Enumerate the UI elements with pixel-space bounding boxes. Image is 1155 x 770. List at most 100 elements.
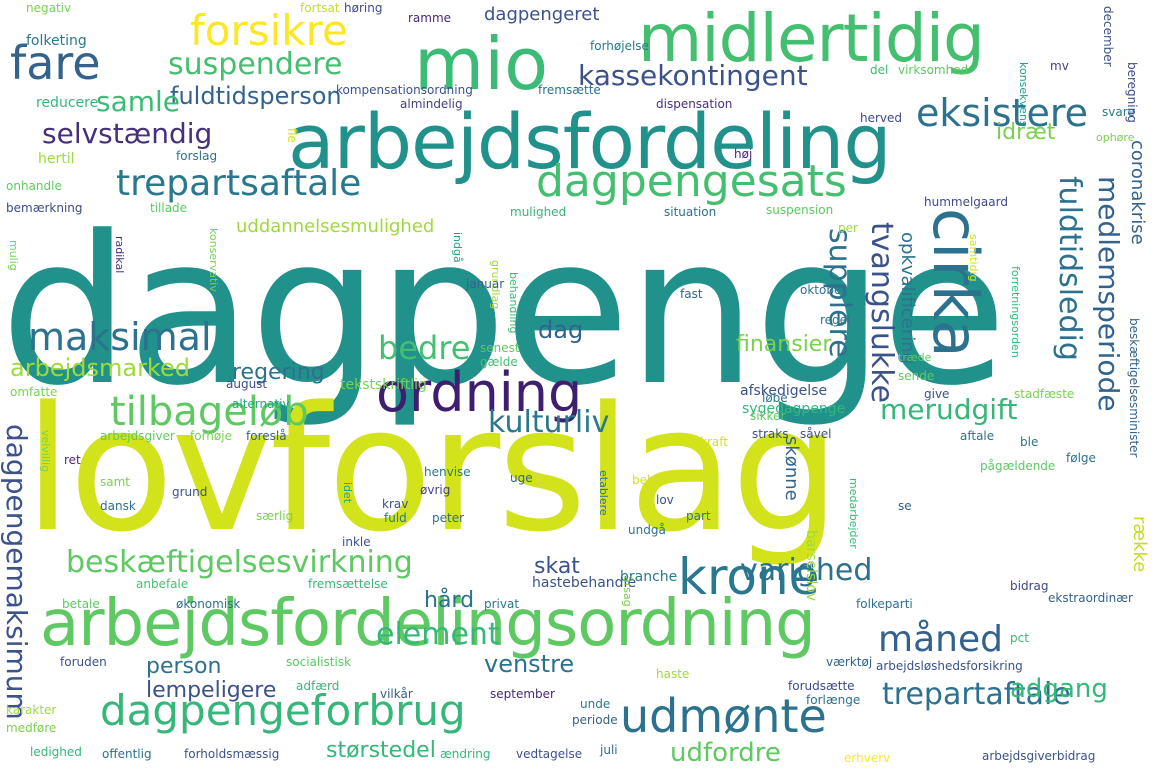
word: aftale <box>960 429 995 443</box>
word: tvangslukke <box>864 222 899 404</box>
word: situation <box>664 205 717 219</box>
word: ret <box>64 453 81 467</box>
word: krav <box>382 497 409 511</box>
word: august <box>226 377 268 391</box>
word: samt <box>100 475 130 489</box>
word: forhøje <box>190 429 232 443</box>
word: bedre <box>378 329 471 367</box>
word: maksimal <box>28 315 212 359</box>
word: finansier <box>736 332 832 357</box>
word: fremsættelse <box>308 577 388 591</box>
word: reducere <box>36 95 99 111</box>
word: medlemsperiode <box>1092 176 1125 412</box>
word: svare <box>1102 105 1135 119</box>
word: negativ <box>26 1 72 15</box>
word: grundlag <box>489 260 502 310</box>
word: betale <box>62 597 100 611</box>
word: arbejdsgiver <box>100 429 175 443</box>
word: privat <box>484 597 520 611</box>
word: mulighed <box>510 205 567 219</box>
word: velvillig <box>39 430 52 473</box>
word: ramme <box>408 11 452 25</box>
word: idet <box>341 482 354 504</box>
word: fuldtidsperson <box>170 82 342 110</box>
word: forretningsorden <box>1009 266 1022 358</box>
word: uddannelsesmulighed <box>236 216 435 237</box>
word: coronakrise <box>1127 140 1148 245</box>
word: årsag <box>621 576 634 607</box>
word: merudgift <box>880 393 1018 426</box>
word: medføre <box>6 721 57 735</box>
word: venstre <box>484 650 575 678</box>
word: offentlig <box>102 747 152 761</box>
word: etablere <box>597 470 610 516</box>
word: kompensationsordning <box>336 83 473 97</box>
word: december <box>1101 6 1115 67</box>
word: sikker <box>750 409 786 423</box>
word: suspendere <box>168 47 343 82</box>
word: beskæftigelsesminister <box>1127 318 1141 458</box>
word: høj <box>734 147 753 161</box>
word: bidrag <box>1010 579 1049 593</box>
word: forlænge <box>806 693 861 707</box>
word: dispensation <box>656 97 733 111</box>
word: løbe <box>762 391 788 405</box>
word: kulturliv <box>488 405 610 440</box>
word: grund <box>172 485 208 499</box>
word: alternativ <box>232 397 290 411</box>
word: dansk <box>100 499 136 513</box>
word: værktøj <box>826 655 873 669</box>
word: træde <box>898 351 932 364</box>
word: regering <box>232 360 325 385</box>
word: dagpenge <box>0 193 1007 431</box>
word: stadfæste <box>1014 387 1075 401</box>
word: se <box>898 499 912 513</box>
word: arbejdsfordeling <box>288 97 892 186</box>
word: folkeparti <box>856 597 913 611</box>
word: bemærkning <box>6 201 83 215</box>
word: beregning <box>1125 62 1139 123</box>
word: peter <box>432 511 465 525</box>
word: dag <box>538 316 584 344</box>
word: hård <box>424 588 475 613</box>
word: indgå <box>451 232 464 263</box>
word: øvrig <box>420 483 451 497</box>
word: høring <box>344 1 383 15</box>
word: skønne <box>781 436 802 501</box>
word: unde <box>580 697 611 711</box>
word: fremsætte <box>538 83 601 97</box>
word: omfatte <box>10 385 58 399</box>
word: straks <box>752 427 789 441</box>
word: suspension <box>766 203 834 217</box>
word: hastebehandle <box>532 575 637 591</box>
word: fuldtidsledig <box>1052 176 1087 361</box>
word: pågældende <box>980 459 1056 473</box>
word: trepartaftale <box>882 677 1071 712</box>
word: skat <box>534 554 580 579</box>
word: branche <box>620 569 678 585</box>
word: arbejdsmarked <box>10 354 190 382</box>
word: trepartsaftale <box>116 163 362 204</box>
word: ekstraordinær <box>1048 591 1133 605</box>
word: dagpengemaksimum <box>0 424 33 720</box>
word: adfærd <box>296 679 340 693</box>
word: undgå <box>628 523 666 537</box>
word: behandling <box>507 272 520 334</box>
word: periode <box>572 713 618 727</box>
word: tekstskriftlig <box>340 377 427 393</box>
word: barselslov <box>803 530 819 602</box>
word: almindelig <box>400 97 463 111</box>
word: part <box>686 509 711 523</box>
word: adgang <box>1010 674 1108 704</box>
word: række <box>1129 516 1150 573</box>
word: foruden <box>60 655 107 669</box>
word: opkvalificering <box>897 232 918 365</box>
word: måned <box>878 619 1003 660</box>
word: henvise <box>424 465 471 479</box>
word: lovforslag <box>24 369 840 570</box>
word: regel <box>820 313 851 327</box>
word: hertil <box>38 151 75 167</box>
word: medarbejder <box>847 478 860 549</box>
word: lov <box>656 493 674 507</box>
word: forholdsmæssig <box>184 747 280 761</box>
